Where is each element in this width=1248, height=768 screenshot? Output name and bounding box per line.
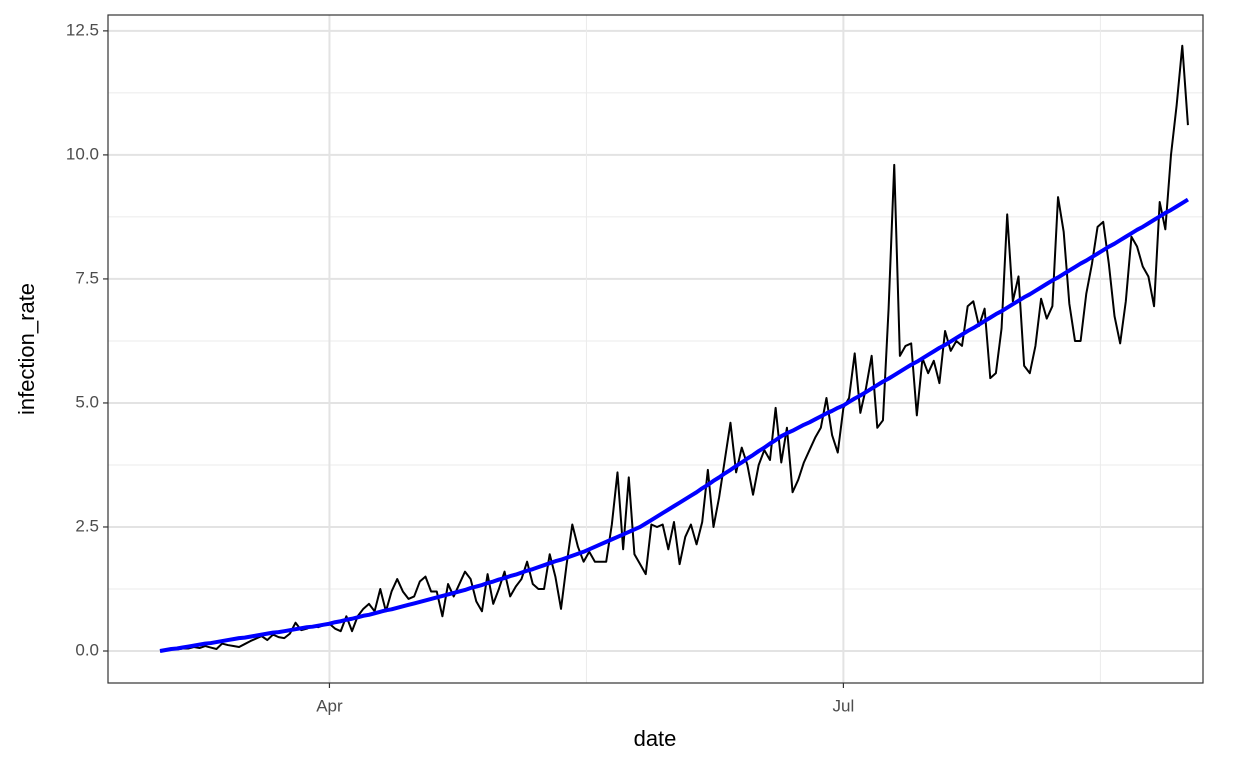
y-tick-label: 5.0 — [75, 392, 99, 411]
x-tick-label: Jul — [833, 696, 855, 715]
grid — [108, 15, 1203, 683]
y-tick-label: 7.5 — [75, 268, 99, 287]
x-axis-title: date — [634, 726, 677, 751]
y-axis-title: infection_rate — [14, 283, 39, 415]
data-line — [159, 44, 1189, 652]
panel-border — [107, 14, 1204, 684]
y-tick-label: 12.5 — [66, 20, 99, 39]
smooth-line — [159, 197, 1189, 653]
y-tick-label: 2.5 — [75, 516, 99, 535]
x-tick-label: Apr — [316, 696, 343, 715]
y-tick-label: 10.0 — [66, 144, 99, 163]
plot-lines — [159, 44, 1189, 653]
y-tick-label: 0.0 — [75, 640, 99, 659]
